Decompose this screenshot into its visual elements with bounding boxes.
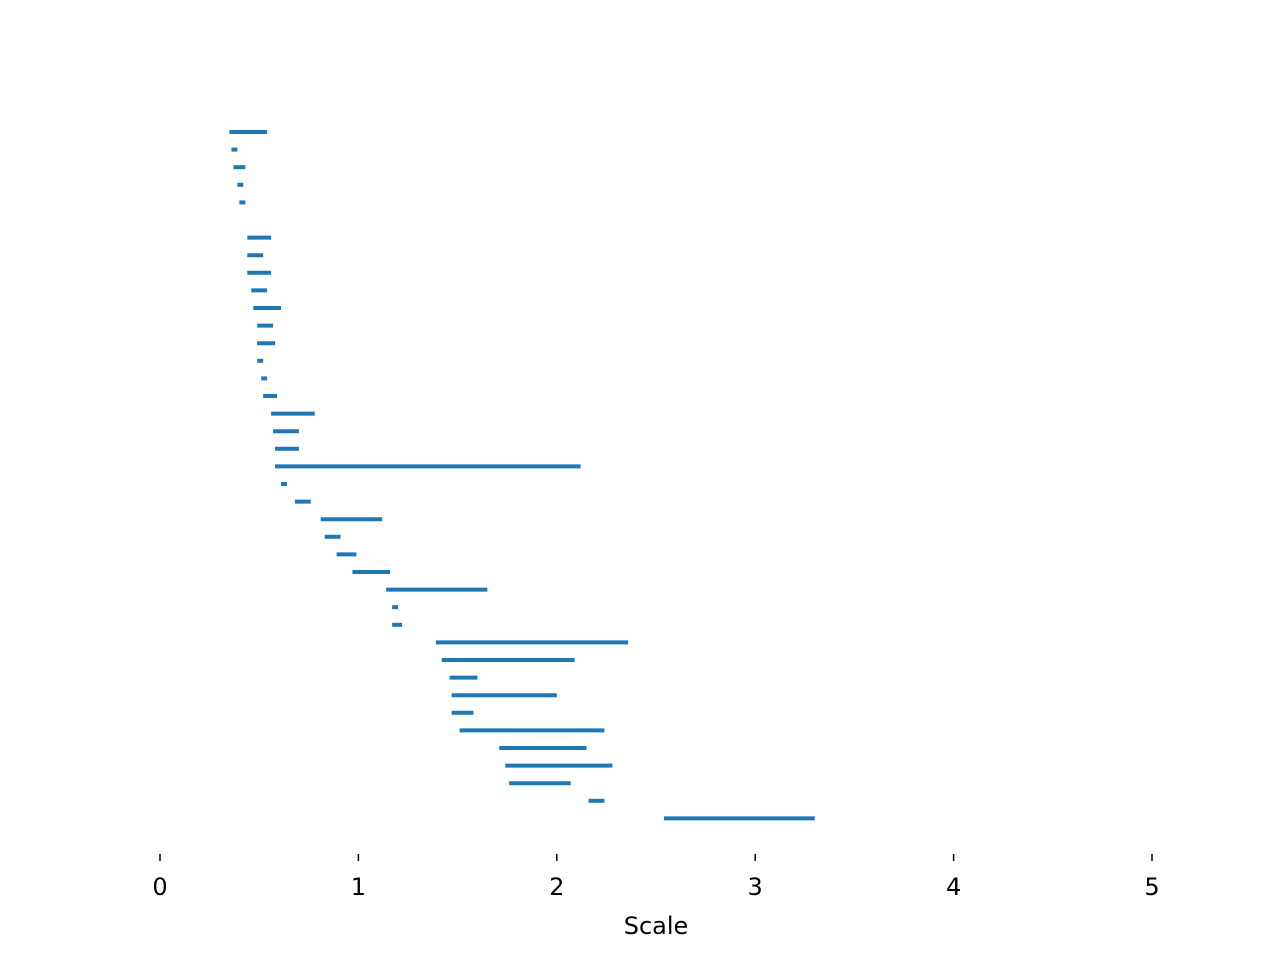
- x-tick-label: 4: [946, 873, 961, 901]
- x-tick-label: 0: [152, 873, 167, 901]
- x-tick-label: 5: [1144, 873, 1159, 901]
- x-tick-label: 1: [351, 873, 366, 901]
- x-axis-label: Scale: [624, 912, 689, 940]
- x-tick-label: 3: [748, 873, 763, 901]
- x-tick-label: 2: [549, 873, 564, 901]
